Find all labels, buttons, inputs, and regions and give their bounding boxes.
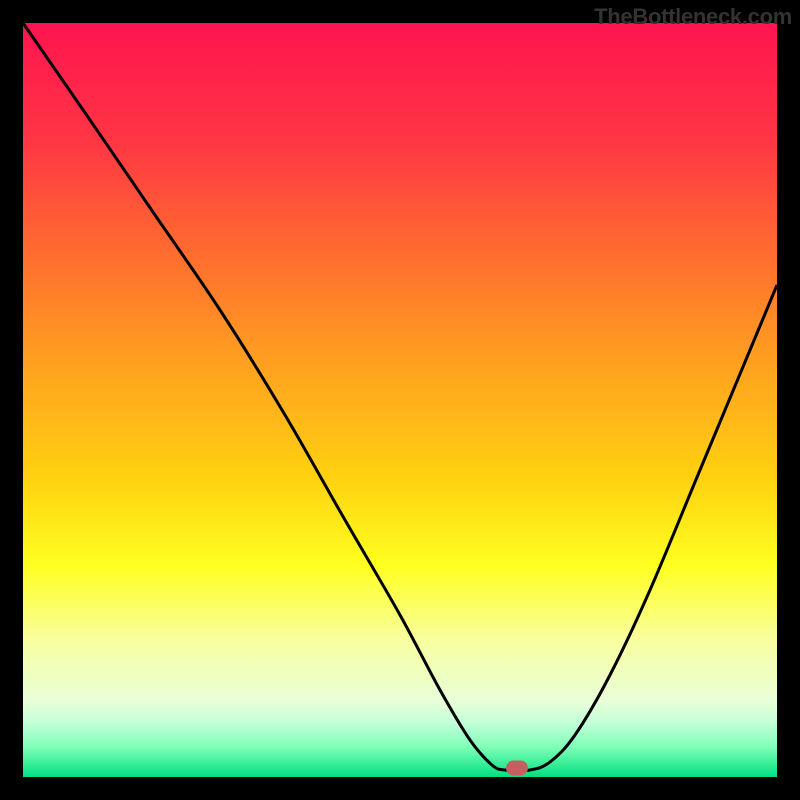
watermark-label: TheBottleneck.com (594, 4, 792, 30)
bottleneck-chart (0, 0, 800, 800)
optimal-point-marker (506, 761, 528, 776)
plot-background (23, 23, 777, 777)
chart-container: TheBottleneck.com (0, 0, 800, 800)
